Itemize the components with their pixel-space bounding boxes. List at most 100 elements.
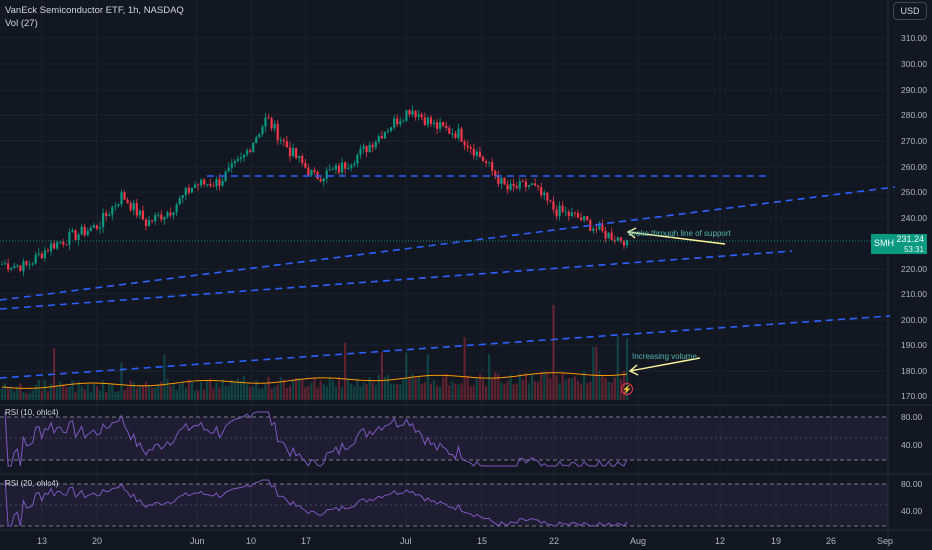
- volume-bar: [34, 384, 37, 400]
- annotation-arrows[interactable]: [626, 227, 726, 376]
- candle-body: [83, 226, 86, 236]
- candle-body: [616, 237, 619, 241]
- symbol-title[interactable]: VanEck Semiconductor ETF, 1h, NASDAQ: [5, 5, 184, 16]
- time-axis[interactable]: 13 20 Jun 10 17 Jul 15 22 Aug 12 19 26 S…: [37, 536, 893, 546]
- candle-body: [451, 133, 454, 135]
- time-tick: 20: [92, 536, 102, 546]
- candle-body: [307, 167, 310, 176]
- volume-bar: [184, 387, 187, 400]
- volume-arrow[interactable]: [629, 357, 701, 372]
- volume-bar: [135, 388, 138, 400]
- candle-body: [334, 165, 338, 170]
- volume-bar: [233, 382, 236, 400]
- volume-bar: [325, 385, 328, 400]
- volume-annotation[interactable]: Increasing volume: [632, 352, 697, 361]
- volume-bar: [270, 388, 273, 400]
- volume-bar: [570, 378, 573, 400]
- candle-body: [576, 212, 580, 218]
- candle-body: [74, 230, 77, 240]
- long-trendline[interactable]: [0, 315, 891, 379]
- price-tick: 280.00: [901, 110, 927, 120]
- support-annotation[interactable]: Broke through line of support: [628, 229, 731, 238]
- rsi20-label[interactable]: RSI (20, ohlc4): [5, 479, 59, 488]
- candle-body: [169, 212, 172, 216]
- rsi10-tick: 40.00: [901, 440, 923, 450]
- volume-bar: [374, 385, 377, 400]
- volume-bar: [169, 385, 172, 400]
- volume-bar: [396, 384, 399, 400]
- candle-body: [181, 195, 184, 198]
- candle-body: [503, 177, 506, 185]
- candle-body: [488, 162, 491, 163]
- candle-body: [304, 162, 307, 168]
- candle-body: [279, 139, 282, 141]
- candle-body: [543, 192, 546, 196]
- volume-bar: [589, 382, 592, 400]
- candle-body: [160, 214, 163, 220]
- candle-body: [40, 253, 43, 259]
- lower-trendline[interactable]: [0, 250, 793, 310]
- volume-bar: [209, 378, 212, 400]
- volume-bar: [604, 377, 607, 400]
- volume-bar: [187, 379, 190, 400]
- candle-body: [89, 228, 92, 231]
- volume-bar: [353, 386, 356, 400]
- candle-body: [16, 265, 19, 267]
- volume-bar: [411, 373, 414, 400]
- volume-bar: [432, 379, 436, 400]
- volume-bar: [120, 362, 123, 400]
- candle-body: [356, 154, 359, 164]
- candle-body: [533, 183, 537, 186]
- candle-body: [34, 254, 37, 264]
- candle-body: [527, 185, 531, 187]
- price-tick: 270.00: [901, 136, 927, 146]
- time-tick: Jul: [400, 536, 412, 546]
- candle-body: [123, 192, 126, 200]
- candle-body: [414, 110, 417, 117]
- volume-bar: [515, 383, 518, 400]
- candle-body: [151, 220, 154, 222]
- candle-body: [598, 224, 601, 230]
- candle-body: [209, 184, 212, 187]
- candle-body: [108, 214, 111, 217]
- candle-body: [555, 209, 558, 217]
- candle-body: [579, 217, 583, 220]
- candle-body: [157, 214, 160, 216]
- volume-bar: [65, 387, 68, 400]
- volume-bar: [172, 383, 175, 400]
- volume-bar: [350, 383, 353, 400]
- rsi10-band: [0, 417, 888, 460]
- support-trendline[interactable]: [0, 186, 896, 301]
- currency-button[interactable]: USD: [893, 2, 927, 20]
- candle-body: [212, 186, 215, 187]
- trendlines[interactable]: [0, 175, 896, 379]
- price-tick: 180.00: [901, 366, 927, 376]
- time-tick: 13: [37, 536, 47, 546]
- candle-body: [463, 141, 466, 146]
- candle-body: [368, 144, 371, 153]
- candle-body: [457, 128, 460, 138]
- volume-bar: [98, 390, 102, 400]
- volume-bar: [105, 392, 108, 400]
- lightning-icon[interactable]: ⚡: [621, 383, 633, 395]
- candle-body: [203, 179, 206, 185]
- candle-body: [322, 178, 325, 182]
- candle-body: [141, 210, 145, 220]
- support-arrow[interactable]: [627, 231, 726, 245]
- rsi-axis[interactable]: 80.00 40.00 80.00 40.00: [901, 412, 923, 516]
- volume-bar: [252, 386, 255, 400]
- volume-bar: [261, 388, 264, 400]
- volume-indicator-label[interactable]: Vol (27): [5, 18, 38, 29]
- rsi20-band: [0, 484, 888, 526]
- candle-body: [288, 147, 292, 157]
- volume-bar: [564, 379, 567, 400]
- volume-bar: [239, 380, 243, 400]
- price-axis[interactable]: 310.00 300.00 290.00 280.00 270.00 260.0…: [901, 33, 927, 401]
- candle-body: [506, 184, 509, 190]
- candle-body: [52, 243, 56, 249]
- candle-body: [389, 127, 393, 131]
- rsi10-label[interactable]: RSI (10, ohlc4): [5, 408, 59, 417]
- candle-body: [0, 263, 4, 265]
- candle-body: [255, 137, 258, 143]
